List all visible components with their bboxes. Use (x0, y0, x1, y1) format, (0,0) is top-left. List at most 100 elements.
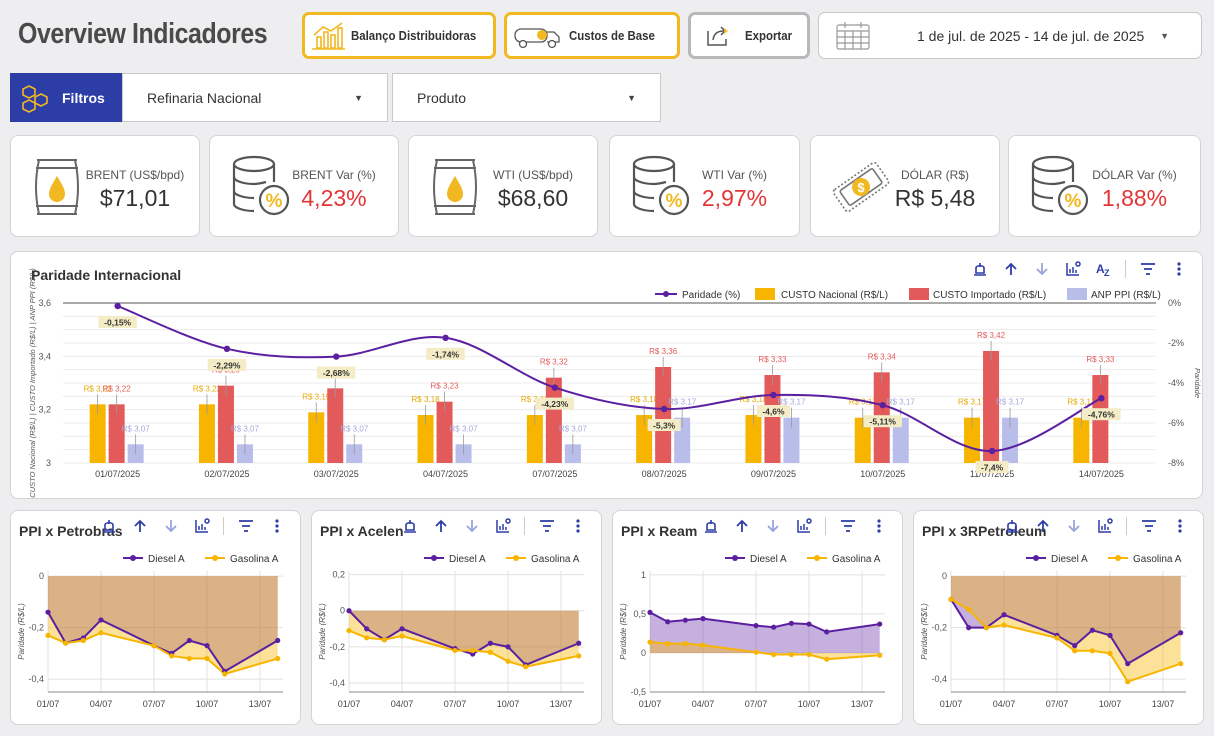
date-range-picker[interactable]: 1 de jul. de 2025 - 14 de jul. de 2025 ▼ (818, 12, 1202, 59)
paridade-data-label: -4,23% (541, 399, 568, 409)
bar-data-label: R$ 3,23 (431, 382, 460, 391)
y-tick-label: -0,5 (630, 687, 646, 697)
y-tick-label: 0 (39, 571, 44, 581)
bar-data-label: R$ 3,07 (559, 424, 588, 433)
paridade-label-bg (98, 316, 137, 328)
x-tick-label: 07/07 (143, 699, 166, 709)
oil-barrel-icon (29, 154, 85, 220)
gasolina-point (487, 649, 493, 655)
x-tick-label: 10/07/2025 (860, 469, 905, 479)
drill-mode-icon[interactable] (93, 515, 124, 537)
diesel-point (399, 626, 405, 632)
more-options-icon[interactable] (1163, 258, 1194, 280)
gasolina-point (169, 653, 175, 659)
bar-custo-nacional (854, 417, 871, 463)
filtros-button[interactable]: Filtros (10, 73, 122, 122)
bar-custo-importado (983, 351, 1000, 463)
bar-custo-nacional (417, 415, 434, 463)
drill-mode-icon[interactable] (695, 515, 726, 537)
legend-label: Gasolina A (1133, 554, 1182, 565)
ppi-chart-card: Diesel A Gasolina A 0 -0,2 -0,4 01/07 04/07 07/… (913, 510, 1204, 725)
diesel-point (665, 619, 671, 625)
bar-data-label: R$ 3,19 (302, 392, 331, 401)
legend-label: Gasolina A (531, 554, 580, 565)
arrow-down-icon[interactable] (155, 515, 186, 537)
kpi-card: BRENT (US$/bpd) $71,01 (10, 135, 200, 237)
expand-hierarchy-icon[interactable] (487, 515, 518, 537)
custos-de-base-button[interactable]: Custos de Base (504, 12, 680, 59)
legend-swatch-gasolina-dot (212, 555, 218, 561)
more-options-icon[interactable] (863, 515, 894, 537)
arrow-down-icon[interactable] (456, 515, 487, 537)
legend-swatch-gasolina-dot (1115, 555, 1121, 561)
chart-toolbar (394, 515, 593, 537)
drill-mode-icon[interactable] (394, 515, 425, 537)
bar-custo-nacional (964, 417, 981, 463)
bar-data-label: R$ 3,18 (521, 395, 550, 404)
x-tick-label: 08/07/2025 (642, 469, 687, 479)
y-tick-label: 0,5 (633, 609, 646, 619)
legend-swatch-gasolina-dot (513, 555, 519, 561)
x-tick-label: 07/07 (444, 699, 467, 709)
drill-mode-icon[interactable] (964, 258, 995, 280)
gasolina-point (983, 625, 989, 631)
expand-hierarchy-icon[interactable] (1089, 515, 1120, 537)
diesel-point (877, 621, 883, 627)
paridade-chart: 3 3,2 3,4 3,6 0% -2% -4% -6% -8% CUSTO Nacional (… (28, 268, 1202, 498)
gasolina-point (877, 652, 883, 658)
gasolina-point (204, 655, 210, 662)
paridade-data-label: -1,74% (432, 349, 459, 359)
expand-hierarchy-icon[interactable] (1057, 258, 1088, 280)
arrow-up-icon[interactable] (425, 515, 456, 537)
arrow-down-icon[interactable] (757, 515, 788, 537)
gasolina-point (1054, 635, 1060, 641)
diesel-line (649, 611, 880, 633)
gasolina-point (186, 655, 192, 662)
filter-icon[interactable] (1133, 515, 1164, 537)
bar-custo-nacional (1073, 417, 1090, 463)
produto-dropdown[interactable]: Produto ▼ (392, 73, 661, 122)
legend-swatch-gasolina-dot (814, 555, 820, 561)
more-options-icon[interactable] (562, 515, 593, 537)
arrow-down-icon[interactable] (1058, 515, 1089, 537)
filter-icon[interactable] (230, 515, 261, 537)
more-options-icon[interactable] (1164, 515, 1195, 537)
exportar-button[interactable]: Exportar (688, 12, 810, 59)
x-tick-label: 07/07/2025 (532, 469, 577, 479)
drill-mode-icon[interactable] (996, 515, 1027, 537)
filter-icon[interactable] (1132, 258, 1163, 280)
legend-label: Gasolina A (832, 554, 881, 565)
diesel-point (788, 620, 794, 626)
more-options-icon[interactable] (261, 515, 292, 537)
kpi-card: % DÓLAR Var (%) 1,88% (1008, 135, 1201, 237)
expand-hierarchy-icon[interactable] (186, 515, 217, 537)
gasolina-point (346, 627, 352, 634)
ppi-area-chart: Diesel A Gasolina A 0,2 0 -0,2 -0,4 01/07 04/07… (318, 554, 584, 709)
bar-data-label: R$ 3,07 (231, 424, 260, 433)
refinaria-dropdown[interactable]: Refinaria Nacional ▼ (122, 73, 388, 122)
legend-swatch-diesel-dot (130, 555, 136, 561)
filter-icon[interactable] (531, 515, 562, 537)
balanco-label: Balanço Distribuidoras (350, 28, 476, 43)
arrow-up-icon[interactable] (124, 515, 155, 537)
diesel-area (349, 610, 579, 665)
gasolina-point (364, 635, 370, 641)
bar-data-label: R$ 3,32 (540, 358, 569, 367)
gasolina-point (647, 639, 653, 645)
x-tick-label: 02/07/2025 (204, 469, 249, 479)
diesel-point (1107, 632, 1113, 638)
arrow-up-icon[interactable] (1027, 515, 1058, 537)
diesel-point (505, 644, 511, 650)
kpi-label: WTI (US$/bpd) (492, 168, 573, 182)
gasolina-point (98, 630, 104, 636)
arrow-up-icon[interactable] (726, 515, 757, 537)
filter-icon[interactable] (832, 515, 863, 537)
bar-custo-importado (436, 401, 453, 463)
balanco-distribuidoras-button[interactable]: Balanço Distribuidoras (302, 12, 496, 59)
diesel-point (771, 624, 777, 630)
arrow-down-icon[interactable] (1026, 258, 1057, 280)
expand-hierarchy-icon[interactable] (788, 515, 819, 537)
y2-tick-label: -2% (1168, 338, 1184, 348)
arrow-up-icon[interactable] (995, 258, 1026, 280)
